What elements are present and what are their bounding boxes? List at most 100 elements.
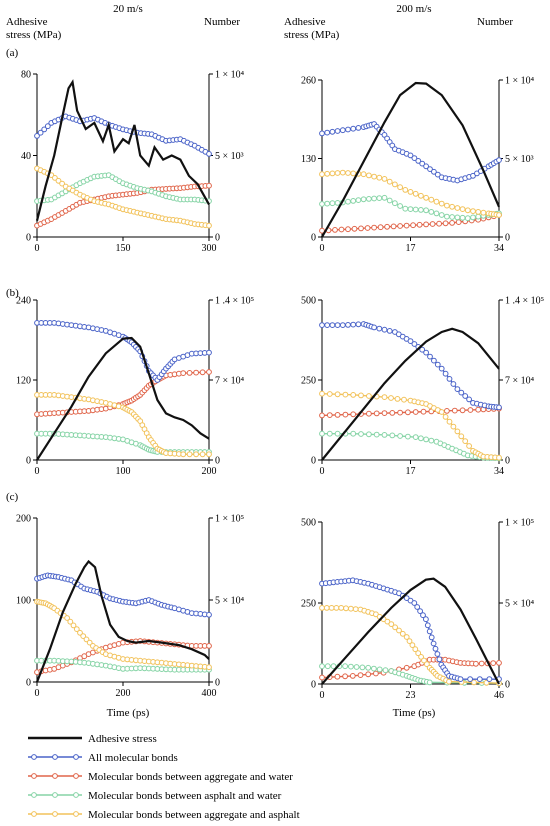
y-right-tick-label: 5 × 10⁴	[505, 599, 535, 610]
series-point	[342, 411, 349, 418]
series-point	[428, 437, 435, 444]
series-point	[345, 126, 351, 133]
series-point	[414, 604, 421, 610]
x-tick-label: 0	[35, 466, 40, 477]
series-point	[319, 412, 325, 419]
series-stress-line	[321, 81, 501, 238]
series-point	[37, 129, 44, 136]
series-point	[359, 664, 366, 671]
series-point	[496, 157, 502, 164]
series-point	[412, 434, 419, 441]
series-point	[486, 676, 493, 682]
y-left-tick-label: 0	[311, 233, 316, 244]
series-point	[432, 645, 439, 652]
series-point	[428, 196, 435, 203]
series-point	[345, 226, 351, 233]
series-point	[206, 451, 212, 458]
series-stress-line	[35, 79, 210, 221]
series-point	[371, 195, 378, 202]
x-tick-label: 23	[406, 690, 416, 701]
series-point	[442, 414, 449, 420]
series-point	[350, 392, 357, 398]
y-right-tick-label: 0	[505, 456, 510, 467]
legend-item: Molecular bonds between asphalt and wate…	[28, 790, 282, 802]
x-tick-label: 46	[494, 690, 504, 701]
series-point	[464, 207, 471, 214]
series-point	[319, 430, 325, 437]
series-point	[376, 174, 383, 181]
series-point	[419, 160, 426, 167]
series-point	[434, 651, 441, 657]
series-point	[334, 430, 341, 437]
legend-label: Adhesive stress	[88, 733, 157, 745]
series-point	[442, 220, 449, 227]
series-point	[457, 676, 464, 682]
series-point	[423, 194, 430, 201]
series-point	[438, 365, 445, 372]
series-point	[407, 206, 414, 213]
series-point	[459, 214, 466, 221]
series-point	[319, 171, 325, 178]
series-point	[403, 634, 410, 640]
series-point	[407, 152, 414, 159]
series-stress-line	[321, 577, 500, 685]
x-tick-label: 0	[320, 466, 325, 477]
series-point	[459, 407, 466, 414]
series-point	[319, 130, 325, 137]
y-right-tick-label: 0	[215, 456, 220, 467]
series-point	[381, 394, 388, 401]
series-point	[451, 407, 458, 414]
series-point	[412, 206, 419, 213]
series-point	[193, 451, 200, 458]
series-point	[206, 182, 212, 189]
series-point	[376, 666, 383, 673]
series-point	[334, 673, 341, 680]
y-right-tick-label: 5 × 10⁴	[215, 596, 245, 607]
series-point	[402, 205, 409, 212]
series-point	[433, 198, 440, 205]
series-point	[332, 227, 338, 233]
series-point	[454, 386, 461, 393]
series-point	[423, 221, 430, 228]
series-point	[438, 212, 445, 218]
series-point	[405, 409, 411, 416]
series-point	[319, 201, 325, 207]
series-point	[326, 391, 333, 397]
left-axis-label-line2-right: stress (MPa)	[284, 29, 340, 41]
series-point	[381, 410, 388, 417]
series-point	[355, 321, 362, 328]
series-point	[377, 224, 384, 231]
y-right-tick-label: 1 × 10⁵	[215, 514, 244, 525]
series-point	[496, 660, 502, 666]
row-label-b: (b)	[6, 287, 19, 299]
series-asph-water	[34, 657, 212, 673]
legend-swatch-marker	[52, 811, 58, 817]
series-point	[496, 212, 502, 218]
series-point	[330, 663, 337, 670]
series-point	[326, 430, 333, 437]
series-point	[52, 175, 58, 181]
series-point	[365, 664, 372, 671]
series-point	[407, 189, 414, 195]
series-point	[406, 638, 413, 644]
series-point	[423, 163, 430, 170]
series-point	[339, 322, 346, 329]
series-point	[34, 133, 40, 139]
series-point	[77, 629, 83, 636]
column-title-200: 200 m/s	[396, 3, 431, 15]
y-left-tick-label: 250	[301, 376, 316, 387]
series-point	[193, 369, 200, 376]
series-point	[334, 322, 341, 329]
series-point	[206, 151, 212, 157]
series-point	[386, 197, 393, 204]
series-point	[323, 605, 330, 611]
series-point	[353, 664, 360, 670]
column-title-20: 20 m/s	[113, 3, 143, 15]
series-point	[454, 205, 461, 211]
series-point	[415, 158, 422, 164]
series-point	[59, 180, 65, 187]
series-point	[358, 392, 364, 399]
